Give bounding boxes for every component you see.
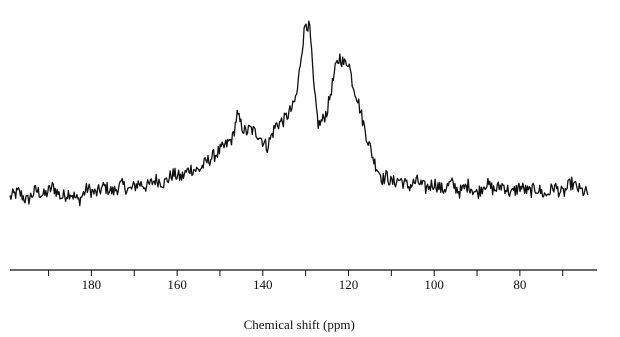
x-tick-label: 160 xyxy=(167,277,187,292)
x-tick-label: 80 xyxy=(513,277,526,292)
x-tick-label: 180 xyxy=(82,277,102,292)
x-axis-title: Chemical shift (ppm) xyxy=(244,317,355,332)
x-tick-label: 140 xyxy=(253,277,273,292)
spectrum-series-line xyxy=(9,20,589,207)
x-tick-label: 120 xyxy=(339,277,359,292)
x-axis-ticks: 180 160 140 120 100 80 xyxy=(48,270,564,292)
plot-area xyxy=(9,20,589,207)
x-tick-label: 100 xyxy=(424,277,444,292)
